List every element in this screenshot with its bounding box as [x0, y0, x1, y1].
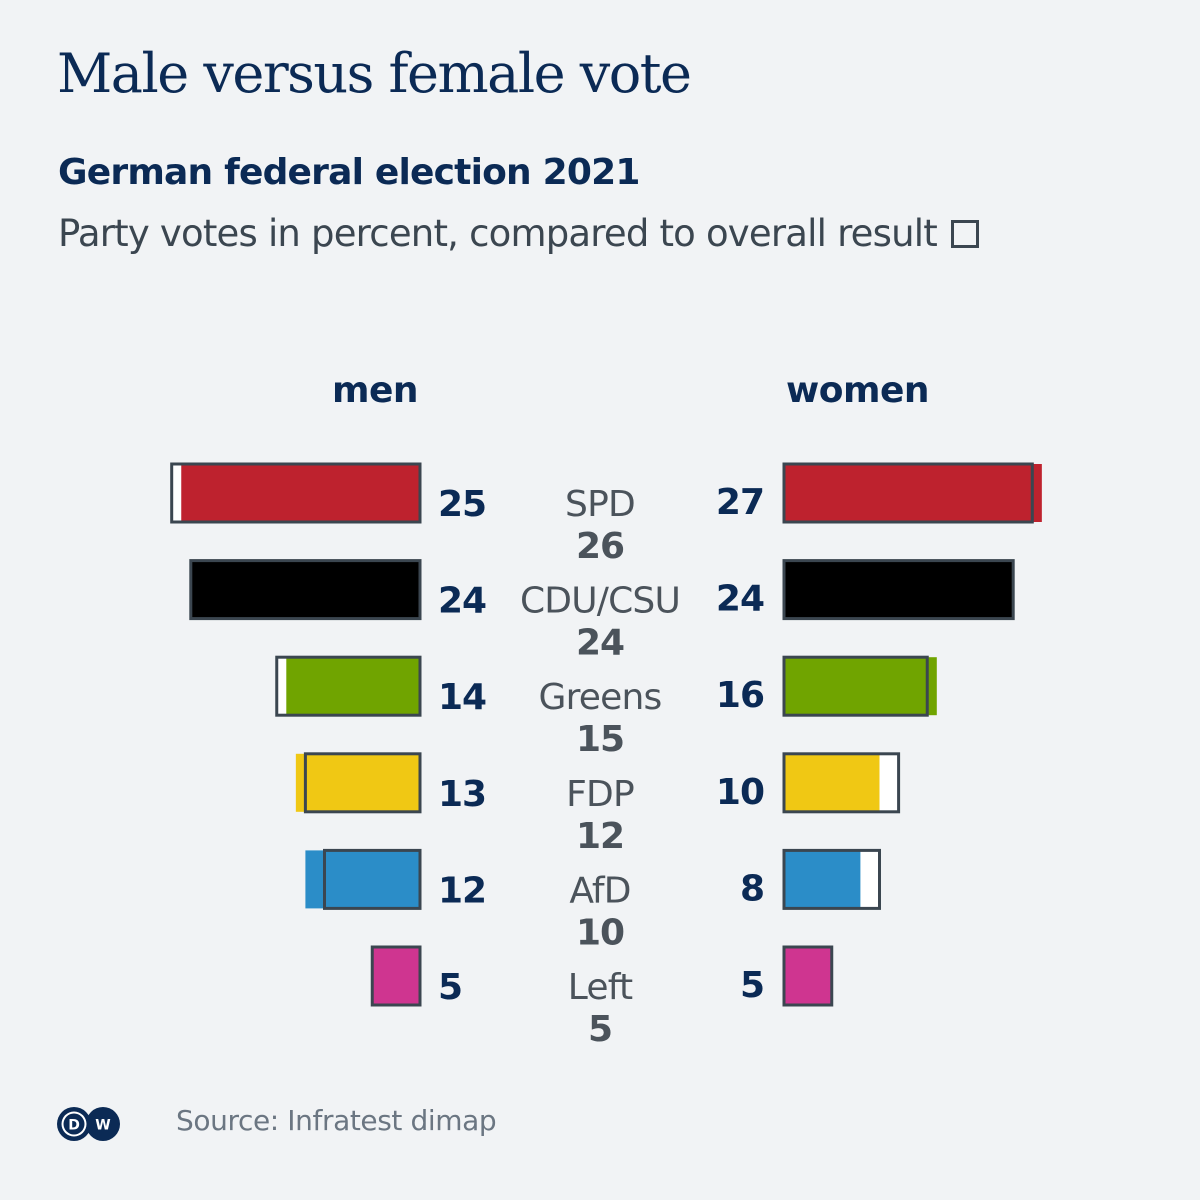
men-afd-value: 12: [438, 870, 486, 911]
women-left-value: 5: [740, 965, 764, 1006]
men-greens-overall-outline: [275, 655, 422, 717]
women-afd-value: 8: [740, 868, 764, 909]
men-spd-value: 25: [438, 484, 486, 525]
svg-text:D: D: [68, 1118, 80, 1134]
men-spd-overall-outline: [170, 462, 422, 524]
men-spd-bar: [181, 464, 420, 522]
women-fdp-bar: [784, 753, 880, 812]
chart-title: Male versus female vote: [57, 42, 692, 105]
men-cdu-csu-overall-outline: [189, 559, 422, 621]
women-cdu-csu-overall-outline: [782, 559, 1015, 621]
men-greens-value: 14: [438, 677, 486, 718]
party-label-left: Left: [568, 967, 633, 1008]
women-cdu-csu-bar: [784, 560, 1014, 619]
women-left-bar: [784, 947, 832, 1005]
women-greens-bar: [784, 657, 937, 716]
chart-subtitle: German federal election 2021: [58, 152, 640, 193]
women-left-overall-outline: [782, 945, 834, 1007]
men-cdu-csu-bar: [190, 560, 420, 619]
party-label-greens: Greens: [539, 677, 662, 718]
party-label-cdu-csu: CDU/CSU: [520, 581, 680, 622]
women-afd-bar: [784, 850, 861, 909]
party-label-afd: AfD: [569, 870, 630, 911]
men-greens-bar: [286, 657, 420, 716]
women-greens-overall-outline: [782, 655, 929, 717]
men-left-value: 5: [438, 967, 462, 1008]
svg-text:W: W: [95, 1118, 110, 1134]
group-label-women: women: [786, 370, 930, 411]
women-greens-value: 16: [716, 675, 764, 716]
men-afd-bar: [305, 850, 420, 909]
overall-value-spd: 26: [576, 526, 624, 567]
party-label-spd: SPD: [565, 484, 635, 525]
dw-logo: D W: [56, 1106, 122, 1146]
men-cdu-csu-value: 24: [438, 581, 486, 622]
overall-value-afd: 10: [576, 912, 624, 953]
party-label-fdp: FDP: [566, 774, 634, 815]
women-spd-value: 27: [716, 482, 764, 523]
women-cdu-csu-value: 24: [716, 579, 764, 620]
source-note: Source: Infratest dimap: [176, 1104, 497, 1137]
women-afd-overall-outline: [782, 848, 881, 910]
dw-logo-circle-w: [86, 1107, 120, 1141]
men-fdp-overall-outline: [303, 752, 422, 814]
men-fdp-value: 13: [438, 774, 486, 815]
group-label-men: men: [332, 370, 419, 411]
overall-value-greens: 15: [576, 719, 624, 760]
women-spd-bar: [784, 464, 1042, 522]
chart-description: Party votes in percent, compared to over…: [58, 212, 979, 255]
overall-value-fdp: 12: [576, 816, 624, 857]
men-afd-overall-outline: [323, 848, 422, 910]
men-left-overall-outline: [370, 945, 422, 1007]
overall-value-left: 5: [588, 1009, 612, 1050]
men-left-bar: [372, 947, 420, 1005]
description-text: Party votes in percent, compared to over…: [58, 212, 938, 255]
overall-result-legend-icon: [950, 219, 979, 248]
women-fdp-overall-outline: [782, 752, 901, 814]
overall-value-cdu-csu: 24: [576, 623, 624, 664]
women-fdp-value: 10: [716, 772, 764, 813]
women-spd-overall-outline: [782, 462, 1034, 524]
men-fdp-bar: [295, 753, 420, 812]
